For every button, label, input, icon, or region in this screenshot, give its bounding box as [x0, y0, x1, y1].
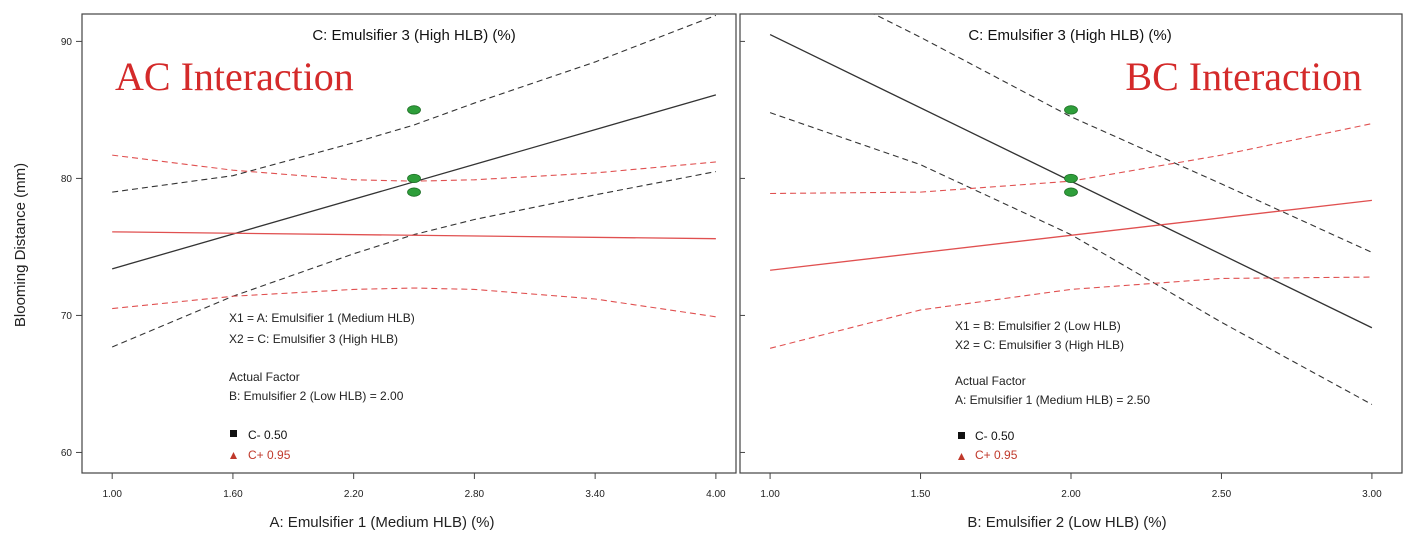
series-line-c-high — [770, 199, 1372, 271]
design-point — [407, 173, 421, 184]
panel-subtitle: C: Emulsifier 3 (High HLB) (%) — [312, 27, 515, 44]
legend-low-marker — [230, 430, 237, 437]
panel-ac-interaction: C: Emulsifier 3 (High HLB) (%) AC Intera… — [81, 13, 737, 531]
plot-frame — [81, 13, 737, 474]
factor-x1-note: X1 = A: Emulsifier 1 (Medium HLB) — [229, 311, 415, 325]
ci-band-upper-c-low — [872, 14, 1373, 253]
x-axis-ticks: 1.00 1.60 2.20 2.80 3.40 4.00 — [102, 473, 726, 500]
x-tick-label: 1.50 — [911, 489, 931, 500]
design-point — [407, 187, 421, 197]
design-points — [1064, 105, 1078, 197]
y-tick-label: 90 — [61, 37, 73, 48]
legend-high-label: C+ 0.95 — [248, 448, 291, 462]
design-points — [407, 105, 421, 197]
design-point — [1064, 187, 1078, 197]
legend-low-label: C- 0.50 — [248, 428, 288, 442]
x-tick-label: 2.00 — [1061, 489, 1081, 500]
x-tick-label: 1.60 — [223, 489, 243, 500]
panel-title: BC Interaction — [1125, 54, 1362, 99]
series-line-c-high — [112, 231, 716, 240]
x-axis-title: A: Emulsifier 1 (Medium HLB) (%) — [269, 514, 494, 531]
x-tick-label: 1.00 — [760, 489, 780, 500]
x-tick-label: 4.00 — [706, 489, 726, 500]
x-tick-label: 3.40 — [585, 489, 605, 500]
x-tick-label: 2.50 — [1212, 489, 1232, 500]
legend-low-marker — [958, 432, 965, 439]
y-tick-label: 80 — [61, 174, 73, 185]
panel-bc-interaction: C: Emulsifier 3 (High HLB) (%) BC Intera… — [739, 13, 1403, 531]
x-axis-ticks: 1.00 1.50 2.00 2.50 3.00 — [760, 473, 1382, 500]
design-point — [1064, 173, 1078, 184]
legend-high-marker — [230, 452, 237, 459]
y-tick-label: 60 — [61, 448, 73, 459]
y-tick-label: 70 — [61, 311, 73, 322]
x-tick-label: 2.20 — [344, 489, 364, 500]
panel-subtitle: C: Emulsifier 3 (High HLB) (%) — [968, 27, 1171, 44]
legend-low-label: C- 0.50 — [975, 429, 1015, 443]
actual-factor-heading: Actual Factor — [955, 374, 1026, 388]
panel-title: AC Interaction — [115, 54, 354, 99]
legend-high-label: C+ 0.95 — [975, 448, 1018, 462]
actual-factor-heading: Actual Factor — [229, 370, 300, 384]
ci-band-upper-c-low — [112, 14, 717, 193]
x-tick-label: 1.00 — [102, 489, 122, 500]
legend-high-marker — [958, 453, 965, 460]
design-point — [407, 105, 421, 115]
x-axis-title: B: Emulsifier 2 (Low HLB) (%) — [967, 514, 1166, 531]
x-tick-label: 2.80 — [465, 489, 485, 500]
actual-factor-value: A: Emulsifier 1 (Medium HLB) = 2.50 — [955, 393, 1150, 407]
ci-band-lower-c-high — [769, 276, 1372, 349]
factor-x2-note: X2 = C: Emulsifier 3 (High HLB) — [229, 332, 398, 346]
ci-band-lower-c-high — [112, 287, 716, 318]
y-axis-title: Blooming Distance (mm) — [12, 163, 29, 327]
design-point — [1064, 105, 1078, 115]
x-tick-label: 3.00 — [1362, 489, 1382, 500]
factor-x2-note: X2 = C: Emulsifier 3 (High HLB) — [955, 338, 1124, 352]
actual-factor-value: B: Emulsifier 2 (Low HLB) = 2.00 — [229, 389, 404, 403]
ci-band-lower-c-low — [769, 112, 1373, 405]
factor-x1-note: X1 = B: Emulsifier 2 (Low HLB) — [955, 319, 1121, 333]
y-axis-ticks: 60 70 80 90 — [61, 37, 82, 459]
